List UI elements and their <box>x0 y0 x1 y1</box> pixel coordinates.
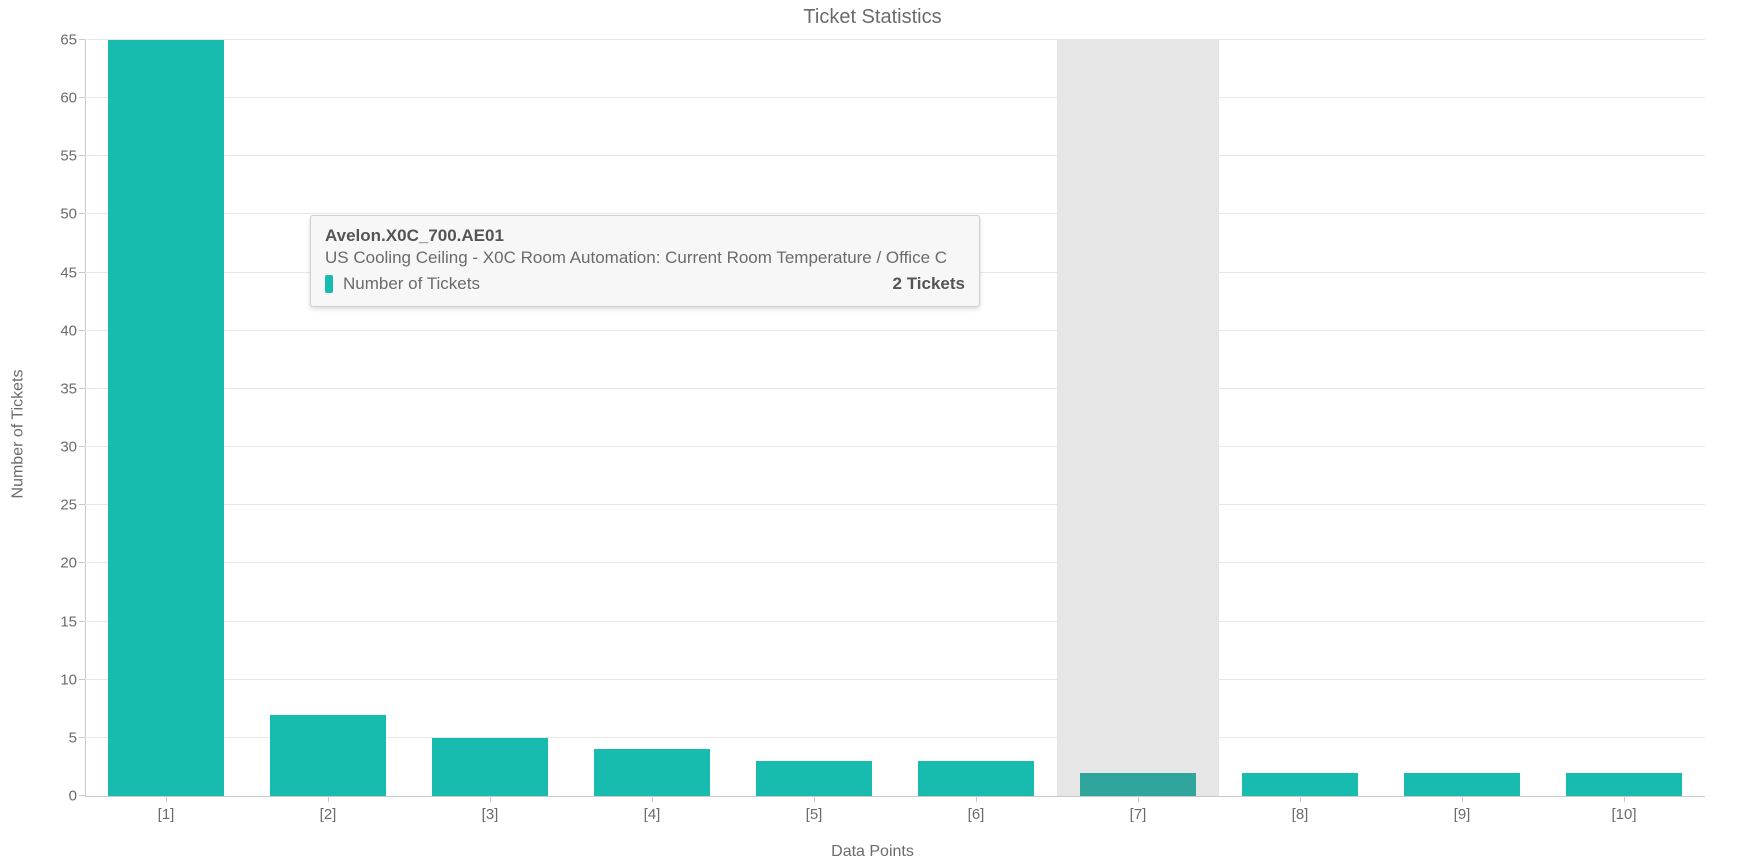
x-tick-mark <box>976 796 977 802</box>
bar[interactable] <box>594 749 711 796</box>
y-tick-label: 60 <box>60 90 85 107</box>
x-tick-mark <box>1624 796 1625 802</box>
y-tick-label: 15 <box>60 613 85 630</box>
tooltip-subtitle: US Cooling Ceiling - X0C Room Automation… <box>325 248 965 268</box>
x-axis-title: Data Points <box>0 843 1745 861</box>
bar-slot[interactable]: [3] <box>409 40 571 796</box>
x-tick-label: [1] <box>85 806 247 823</box>
bar[interactable] <box>1566 773 1683 796</box>
x-tick-mark <box>166 796 167 802</box>
ticket-statistics-chart: Ticket Statistics Number of Tickets Data… <box>0 0 1745 867</box>
bar[interactable] <box>1404 773 1521 796</box>
bar[interactable] <box>270 715 387 796</box>
x-tick-label: [7] <box>1057 806 1219 823</box>
bar[interactable] <box>1080 773 1197 796</box>
bar-slot[interactable]: [6] <box>895 40 1057 796</box>
bar[interactable] <box>1242 773 1359 796</box>
bar[interactable] <box>432 738 549 796</box>
bar-slot[interactable]: [1] <box>85 40 247 796</box>
bar-slot[interactable]: [8] <box>1219 40 1381 796</box>
chart-tooltip: Avelon.X0C_700.AE01 US Cooling Ceiling -… <box>310 215 980 307</box>
y-tick-label: 55 <box>60 148 85 165</box>
tooltip-value: 2 Tickets <box>893 274 965 294</box>
tooltip-swatch <box>325 275 333 293</box>
x-tick-label: [2] <box>247 806 409 823</box>
y-tick-label: 50 <box>60 206 85 223</box>
x-tick-label: [9] <box>1381 806 1543 823</box>
x-tick-mark <box>328 796 329 802</box>
x-tick-label: [5] <box>733 806 895 823</box>
x-tick-mark <box>652 796 653 802</box>
x-tick-mark <box>490 796 491 802</box>
bar[interactable] <box>108 40 225 796</box>
x-tick-mark <box>1300 796 1301 802</box>
bar-slot[interactable]: [9] <box>1381 40 1543 796</box>
chart-title: Ticket Statistics <box>0 6 1745 29</box>
y-tick-label: 0 <box>69 788 85 805</box>
y-tick-label: 5 <box>69 729 85 746</box>
x-tick-mark <box>814 796 815 802</box>
bar-slot[interactable]: [2] <box>247 40 409 796</box>
bar[interactable] <box>918 761 1035 796</box>
tooltip-series-label: Number of Tickets <box>343 274 480 294</box>
y-tick-label: 20 <box>60 555 85 572</box>
bar-highlight <box>1057 40 1219 796</box>
plot-area: 05101520253035404550556065[1][2][3][4][5… <box>85 40 1705 797</box>
tooltip-title: Avelon.X0C_700.AE01 <box>325 226 965 246</box>
bar-slot[interactable]: [4] <box>571 40 733 796</box>
y-tick-label: 65 <box>60 32 85 49</box>
x-tick-label: [10] <box>1543 806 1705 823</box>
y-tick-label: 25 <box>60 497 85 514</box>
y-tick-label: 30 <box>60 439 85 456</box>
x-tick-label: [3] <box>409 806 571 823</box>
y-tick-label: 35 <box>60 380 85 397</box>
bar[interactable] <box>756 761 873 796</box>
x-tick-mark <box>1138 796 1139 802</box>
bar-slot[interactable]: [5] <box>733 40 895 796</box>
x-tick-label: [6] <box>895 806 1057 823</box>
bar-slot[interactable]: [10] <box>1543 40 1705 796</box>
y-tick-label: 45 <box>60 264 85 281</box>
y-tick-label: 40 <box>60 322 85 339</box>
x-tick-mark <box>1462 796 1463 802</box>
x-tick-label: [8] <box>1219 806 1381 823</box>
x-tick-label: [4] <box>571 806 733 823</box>
bar-slot[interactable]: [7] <box>1057 40 1219 796</box>
y-tick-label: 10 <box>60 671 85 688</box>
y-axis-title: Number of Tickets <box>9 369 27 498</box>
